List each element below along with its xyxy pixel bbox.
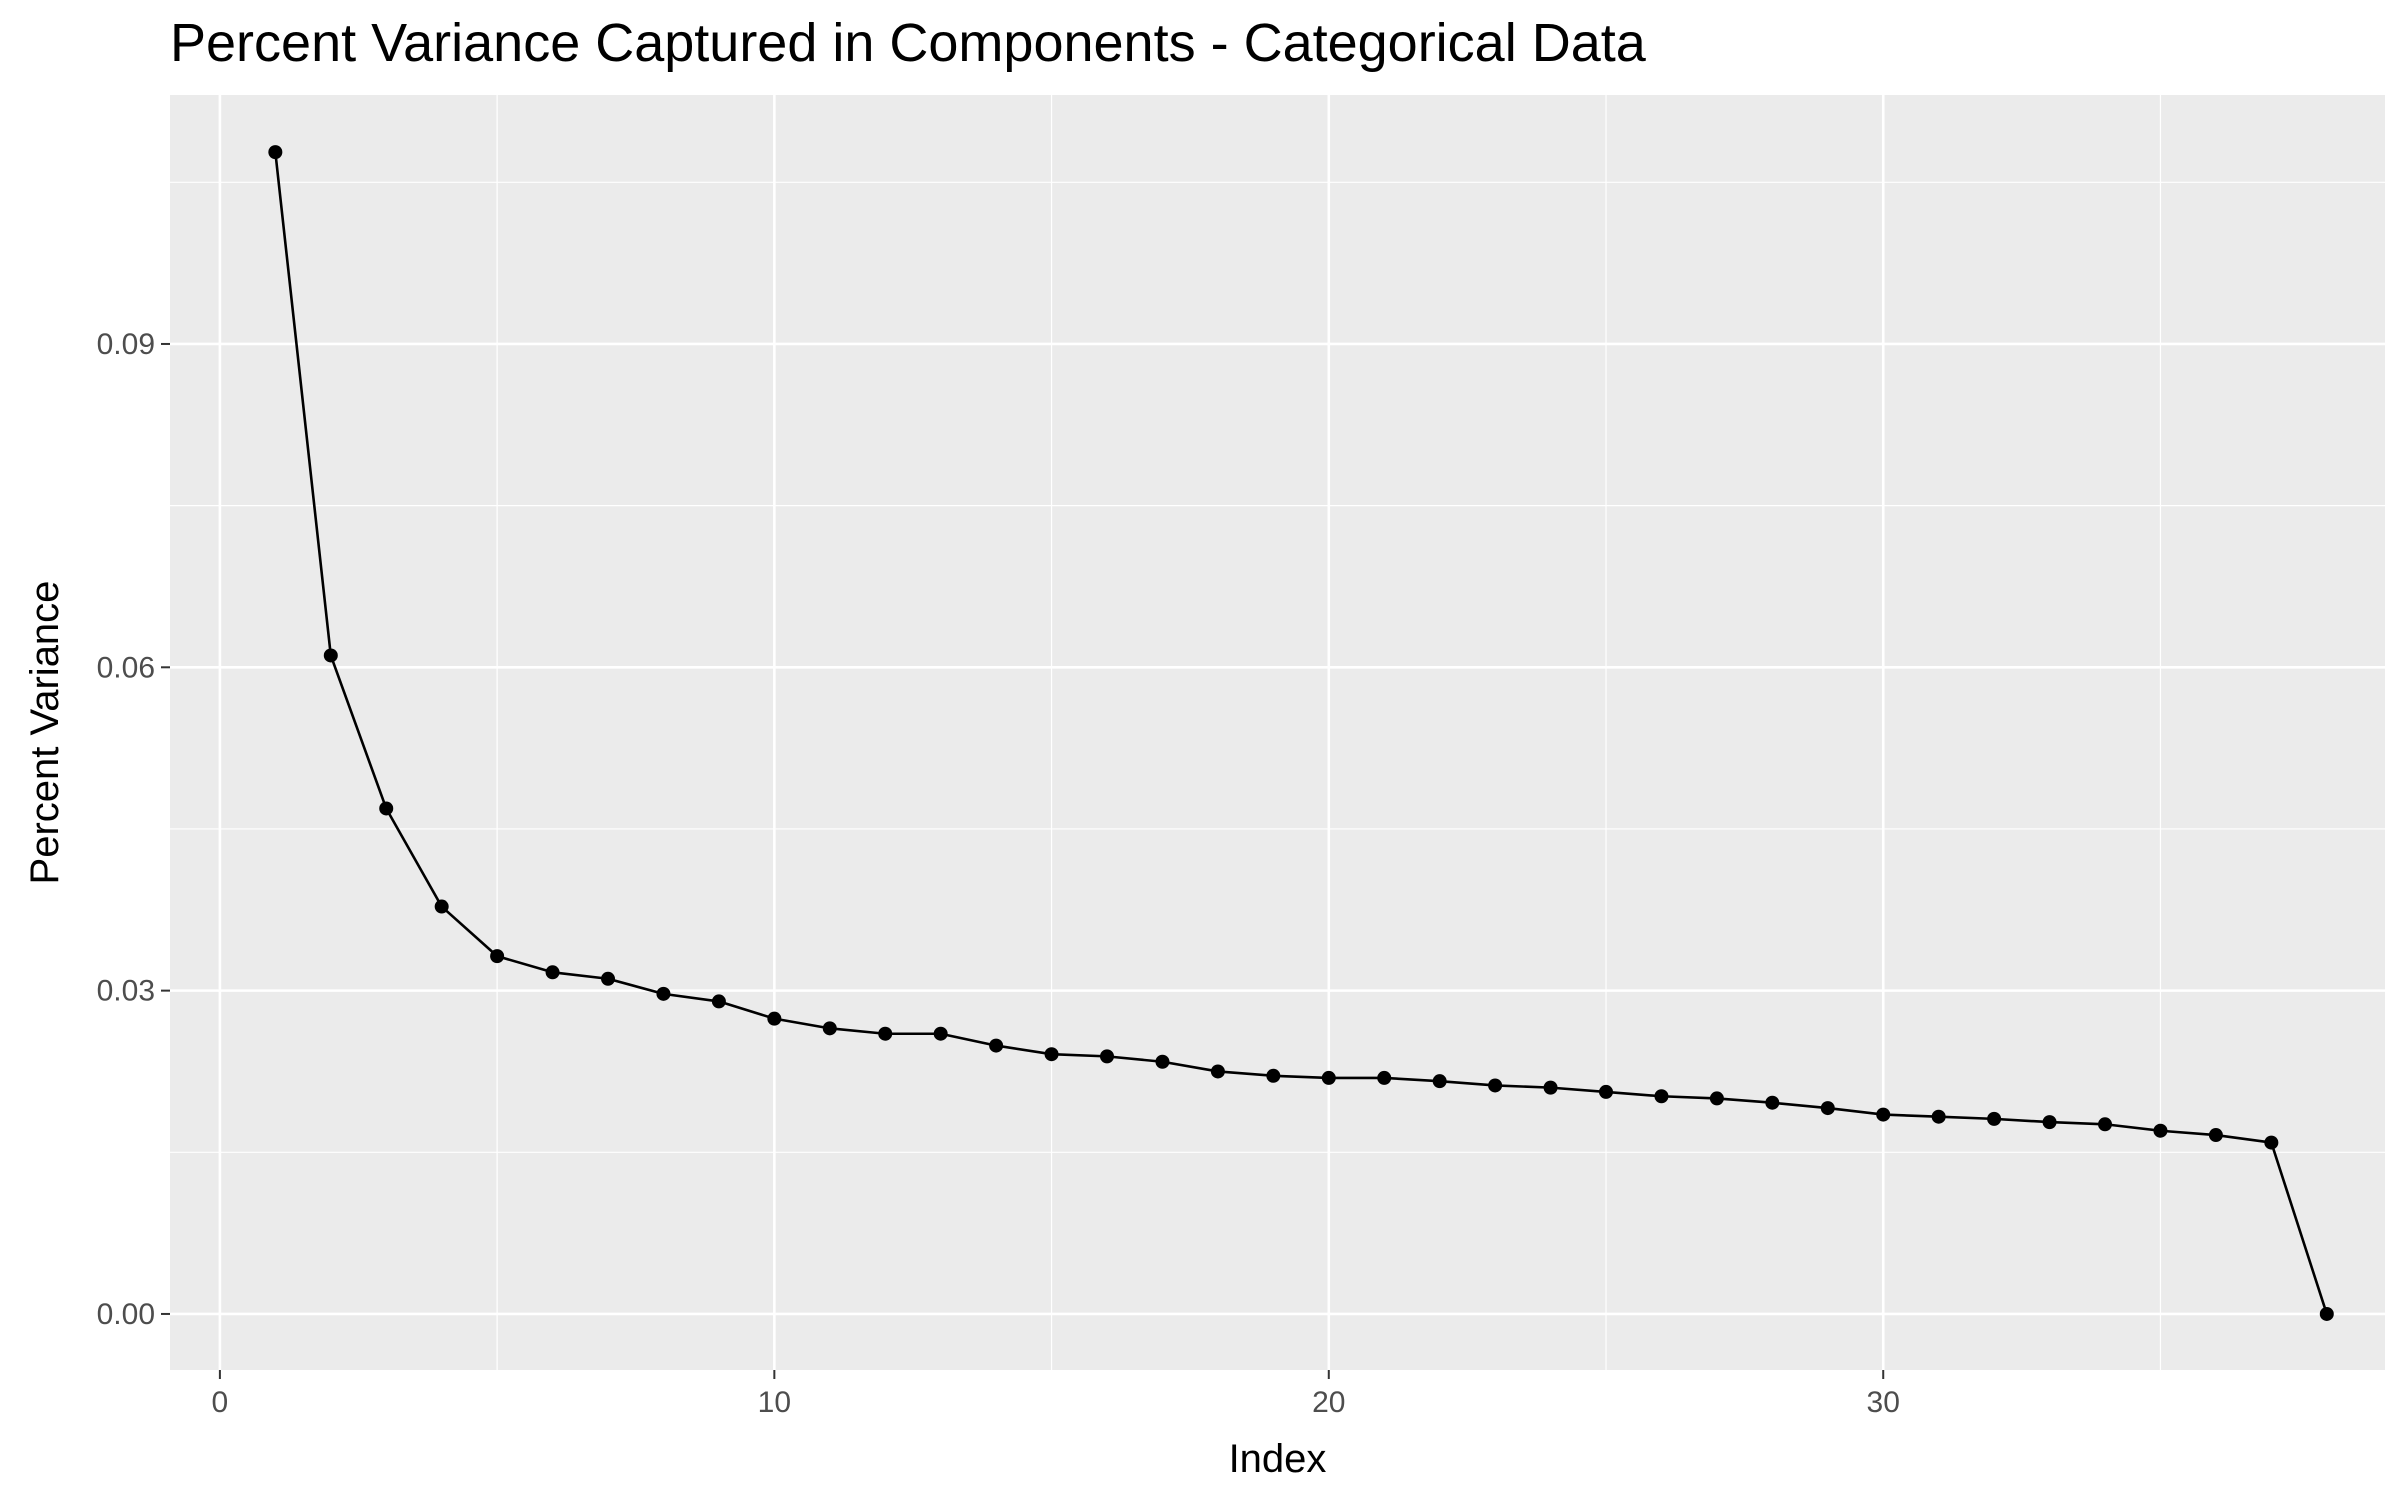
data-point <box>1488 1078 1503 1093</box>
data-point <box>2098 1117 2113 1132</box>
data-point <box>379 801 394 816</box>
y-tick-label: 0.09 <box>97 328 155 361</box>
series-layer <box>268 145 2334 1321</box>
data-point <box>1377 1070 1392 1085</box>
data-point <box>767 1011 782 1026</box>
y-tick-label: 0.06 <box>97 651 155 684</box>
data-point <box>1709 1091 1724 1106</box>
data-point <box>1543 1080 1558 1095</box>
data-point <box>490 949 505 964</box>
data-point <box>1987 1111 2002 1126</box>
data-point <box>1654 1089 1669 1104</box>
panel-background <box>170 95 2385 1370</box>
data-point <box>989 1038 1004 1053</box>
y-tick-label: 0.00 <box>97 1298 155 1331</box>
data-point <box>1765 1095 1780 1110</box>
x-tick-label: 10 <box>758 1386 791 1419</box>
data-point <box>545 965 560 980</box>
data-point <box>2319 1306 2334 1321</box>
data-point <box>822 1021 837 1036</box>
data-point <box>656 986 671 1001</box>
series-line <box>274 151 2329 1315</box>
data-point <box>711 994 726 1009</box>
gridlines <box>170 95 2385 1370</box>
data-point <box>2264 1135 2279 1150</box>
data-point <box>933 1026 948 1041</box>
data-point <box>1044 1047 1059 1062</box>
data-point <box>1876 1107 1891 1122</box>
x-tick-label: 0 <box>212 1386 229 1419</box>
data-point <box>1210 1064 1225 1079</box>
data-point <box>2208 1128 2223 1143</box>
x-tick-label: 30 <box>1867 1386 1900 1419</box>
x-axis-title: Index <box>1229 1437 1327 1481</box>
data-point <box>434 899 449 914</box>
data-point <box>1321 1070 1336 1085</box>
data-point <box>1155 1054 1170 1069</box>
y-axis-title: Percent Variance <box>23 581 67 885</box>
data-point <box>601 971 616 986</box>
data-point <box>1599 1084 1614 1099</box>
data-point <box>1820 1101 1835 1116</box>
data-point <box>1432 1074 1447 1089</box>
data-point <box>2153 1123 2168 1138</box>
axes: 0 10 20 30 0.00 0.03 0.06 0.09 <box>97 328 1900 1419</box>
data-point <box>2042 1115 2057 1130</box>
chart-title: Percent Variance Captured in Components … <box>170 13 1646 73</box>
data-point <box>1931 1109 1946 1124</box>
data-point <box>1100 1049 1115 1064</box>
x-tick-label: 20 <box>1312 1386 1345 1419</box>
data-point <box>878 1026 893 1041</box>
data-point <box>268 145 283 160</box>
y-tick-label: 0.03 <box>97 975 155 1008</box>
data-point <box>323 648 338 663</box>
data-point <box>1266 1068 1281 1083</box>
